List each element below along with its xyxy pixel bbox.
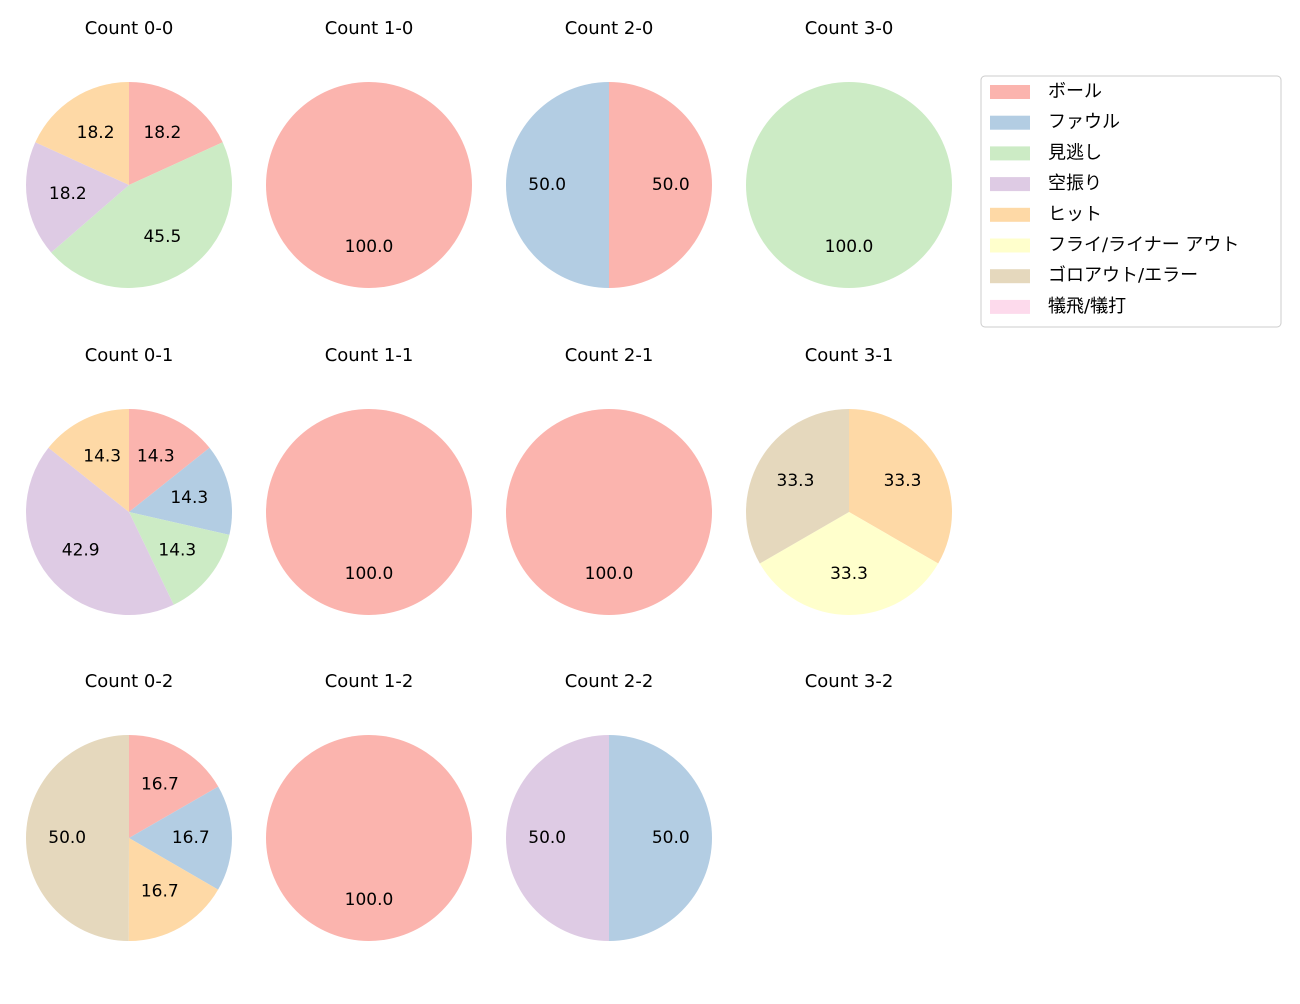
value-label: 33.3 — [830, 564, 868, 584]
legend-label: 見逃し — [1048, 142, 1102, 163]
value-label: 100.0 — [585, 564, 634, 584]
legend-label: ファウル — [1048, 112, 1120, 133]
value-label: 16.7 — [141, 774, 179, 794]
wedge — [266, 82, 472, 288]
value-label: 50.0 — [48, 828, 86, 848]
value-label: 18.2 — [143, 123, 181, 143]
wedge — [745, 409, 849, 564]
value-label: 100.0 — [825, 237, 874, 257]
pie-title: Count 3-2 — [805, 671, 894, 692]
wedge — [506, 735, 609, 941]
wedge — [35, 82, 129, 185]
pie-title: Count 0-2 — [85, 671, 174, 692]
legend-swatch — [990, 299, 1030, 314]
wedge — [25, 735, 129, 941]
pie-title: Count 0-1 — [85, 345, 174, 366]
wedge — [506, 409, 712, 615]
wedge — [129, 82, 223, 185]
legend-swatch — [990, 146, 1030, 161]
pie-title: Count 2-1 — [565, 345, 654, 366]
legend-box — [980, 75, 1282, 328]
wedge — [609, 735, 712, 941]
legend-swatch — [990, 177, 1030, 192]
wedge — [506, 82, 609, 288]
pie-title: Count 2-0 — [565, 18, 654, 39]
wedge — [266, 409, 472, 615]
value-label: 18.2 — [49, 184, 87, 204]
wedge — [48, 409, 129, 512]
pie-title: Count 1-1 — [325, 345, 414, 366]
value-label: 14.3 — [158, 541, 196, 561]
legend-swatch — [990, 115, 1030, 130]
value-label: 50.0 — [528, 828, 566, 848]
wedge — [746, 82, 952, 288]
value-label: 16.7 — [172, 828, 210, 848]
pie-title: Count 0-0 — [85, 18, 174, 39]
wedge — [129, 735, 219, 838]
wedge — [25, 142, 129, 253]
pie-title: Count 1-2 — [325, 671, 414, 692]
legend-swatch — [990, 207, 1030, 222]
legend-label: 犠飛/犠打 — [1048, 296, 1126, 317]
pie-title: Count 3-1 — [805, 345, 894, 366]
value-label: 42.9 — [62, 541, 100, 561]
value-label: 45.5 — [143, 227, 181, 247]
wedge — [129, 512, 230, 605]
wedge — [129, 447, 233, 535]
wedge — [129, 409, 210, 512]
value-label: 14.3 — [83, 446, 121, 466]
value-label: 100.0 — [345, 237, 394, 257]
wedge — [759, 512, 939, 615]
value-label: 14.3 — [170, 488, 208, 508]
legend-label: ボール — [1048, 81, 1102, 102]
wedge — [266, 735, 472, 941]
pie-title: Count 2-2 — [565, 671, 654, 692]
value-label: 50.0 — [528, 175, 566, 195]
pie-title: Count 1-0 — [325, 18, 414, 39]
value-label: 50.0 — [652, 175, 690, 195]
value-label: 18.2 — [77, 123, 115, 143]
value-label: 14.3 — [137, 446, 175, 466]
value-label: 50.0 — [652, 828, 690, 848]
value-label: 100.0 — [345, 564, 394, 584]
value-label: 16.7 — [141, 882, 179, 902]
wedge — [128, 838, 219, 941]
legend-swatch — [990, 238, 1030, 253]
legend-swatch — [990, 85, 1030, 99]
legend-swatch — [990, 269, 1030, 284]
wedge — [609, 82, 712, 288]
legend-label: 空振り — [1048, 173, 1102, 194]
legend-label: ゴロアウト/エラー — [1048, 265, 1198, 286]
value-label: 33.3 — [777, 471, 815, 491]
value-label: 33.3 — [884, 471, 922, 491]
wedge — [51, 142, 233, 288]
value-label: 100.0 — [345, 890, 394, 910]
legend-label: フライ/ライナー アウト — [1048, 235, 1239, 256]
pie-title: Count 3-0 — [805, 18, 894, 39]
legend-label: ヒット — [1048, 204, 1102, 225]
wedge — [25, 447, 174, 616]
wedge — [849, 409, 952, 564]
wedge — [129, 786, 232, 890]
